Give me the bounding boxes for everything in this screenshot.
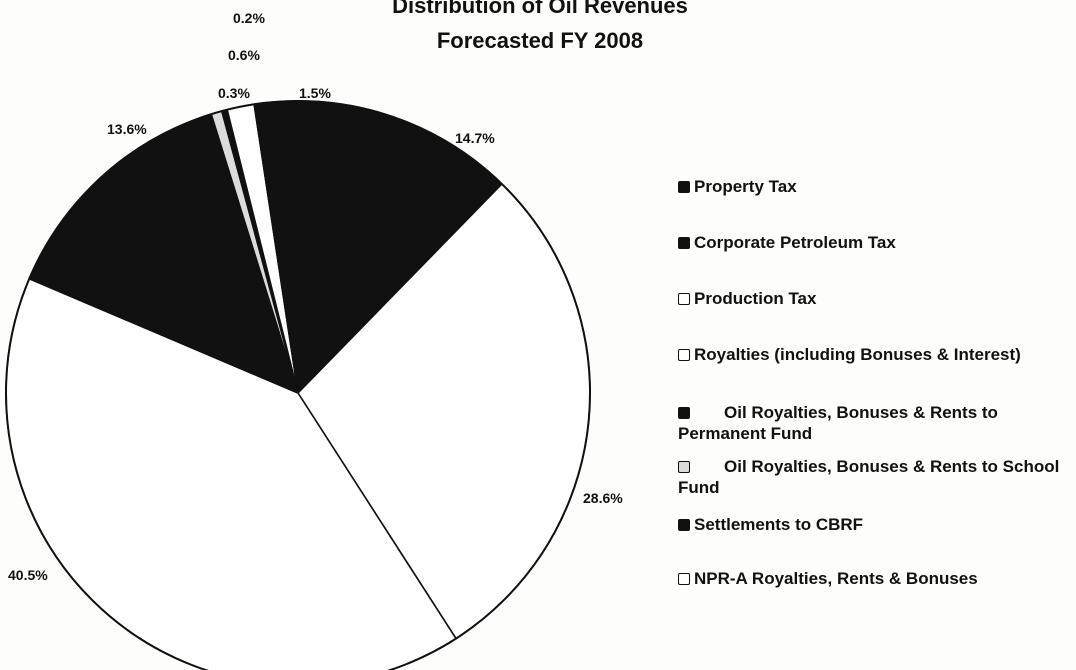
slice-label-property-tax: 14.7%	[455, 130, 495, 146]
legend-label: Royalties (including Bonuses & Interest)	[694, 345, 1021, 364]
slice-label-production-tax: 40.5%	[8, 567, 48, 583]
legend-swatch	[678, 461, 690, 473]
legend-item-school-fund: Oil Royalties, Bonuses & Rents to School…	[678, 456, 1070, 498]
pie-outline	[5, 100, 591, 670]
legend-swatch	[678, 349, 690, 361]
chart-subtitle: Forecasted FY 2008	[436, 28, 644, 53]
legend-swatch	[678, 237, 690, 249]
slice-label-permanent-fund: 0.2%	[233, 10, 265, 26]
slice-label-school-fund: 0.6%	[228, 47, 260, 63]
legend-swatch	[678, 293, 690, 305]
legend-item-corporate-petroleum-tax: Corporate Petroleum Tax	[678, 232, 1070, 253]
legend-label: Settlements to CBRF	[694, 515, 864, 534]
legend-item-npra: NPR-A Royalties, Rents & Bonuses	[678, 568, 1070, 589]
slice-label-royalties: 28.6%	[583, 490, 623, 506]
legend-label: NPR-A Royalties, Rents & Bonuses	[694, 569, 978, 588]
legend-item-property-tax: Property Tax	[678, 176, 1070, 197]
legend-swatch	[678, 407, 690, 419]
legend-label: Oil Royalties, Bonuses & Rents to Perman…	[678, 403, 998, 443]
legend-swatch	[678, 181, 690, 193]
legend-item-production-tax: Production Tax	[678, 288, 1070, 309]
legend-label: Corporate Petroleum Tax	[694, 233, 896, 252]
legend-swatch	[678, 519, 690, 531]
slice-label-corporate-petroleum-tax: 13.6%	[107, 121, 147, 137]
chart-title: Distribution of Oil Revenues	[392, 0, 688, 18]
legend-swatch	[678, 573, 690, 585]
legend-label: Oil Royalties, Bonuses & Rents to School…	[678, 457, 1060, 497]
legend-label: Property Tax	[694, 177, 797, 196]
slice-label-npra: 1.5%	[299, 85, 331, 101]
legend-item-royalties: Royalties (including Bonuses & Interest)	[678, 344, 1028, 365]
legend-label: Production Tax	[694, 289, 817, 308]
slice-label-cbrf: 0.3%	[218, 85, 250, 101]
legend-item-cbrf: Settlements to CBRF	[678, 514, 1070, 535]
legend-item-permanent-fund: Oil Royalties, Bonuses & Rents to Perman…	[678, 402, 1070, 444]
